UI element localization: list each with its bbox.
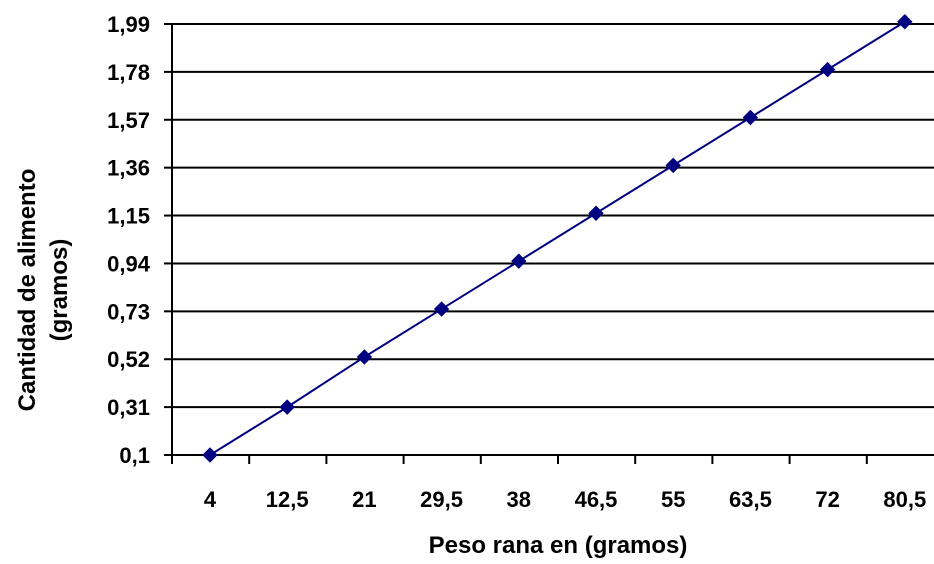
data-point-marker xyxy=(588,205,604,221)
x-tick-label: 55 xyxy=(661,487,685,512)
x-axis-tick-labels: 4 12,5 21 29,5 38 46,5 55 63,5 72 80,5 xyxy=(204,487,926,512)
x-tick-label: 46,5 xyxy=(575,487,618,512)
y-tick-label: 1,36 xyxy=(107,156,150,181)
x-axis-title: Peso rana en (gramos) xyxy=(429,532,688,559)
y-tick-label: 0,73 xyxy=(107,299,150,324)
y-axis-tick-labels: 0,1 0,31 0,52 0,73 0,94 1,15 1,36 1,57 1,78 1,99 xyxy=(107,12,151,468)
data-point-marker xyxy=(279,399,295,415)
y-tick-label: 1,78 xyxy=(107,60,150,85)
data-point-marker xyxy=(433,301,450,317)
x-tick-label: 72 xyxy=(815,487,839,512)
x-tick-label: 63,5 xyxy=(729,487,772,512)
data-point-marker xyxy=(897,14,913,30)
x-tick-label: 29,5 xyxy=(420,487,463,512)
y-tick-label: 0,31 xyxy=(107,395,150,420)
y-tick-label: 0,52 xyxy=(107,347,150,372)
data-point-marker xyxy=(356,349,373,365)
series xyxy=(202,14,913,463)
y-tick-label: 1,15 xyxy=(107,204,150,229)
axes xyxy=(164,23,934,464)
grid-lines xyxy=(172,23,934,409)
data-point-marker xyxy=(819,61,836,78)
series-line xyxy=(209,20,906,456)
y-tick-label: 0,1 xyxy=(119,443,150,468)
y-axis-title-line-1: Cantidad de alimento xyxy=(14,169,41,412)
x-tick-label: 4 xyxy=(204,487,217,512)
y-tick-label: 0,94 xyxy=(107,251,151,276)
y-axis-title-line-2: (gramos) xyxy=(46,239,73,342)
data-point-marker xyxy=(742,109,759,126)
x-tick-label: 80,5 xyxy=(883,487,926,512)
data-point-marker xyxy=(665,157,681,174)
x-tick-label: 12,5 xyxy=(266,487,309,512)
x-tick-label: 21 xyxy=(352,487,376,512)
x-tick-label: 38 xyxy=(507,487,531,512)
y-tick-label: 1,99 xyxy=(107,12,150,37)
data-point-marker xyxy=(202,447,218,463)
y-tick-label: 1,57 xyxy=(107,108,150,133)
data-point-marker xyxy=(511,253,527,269)
